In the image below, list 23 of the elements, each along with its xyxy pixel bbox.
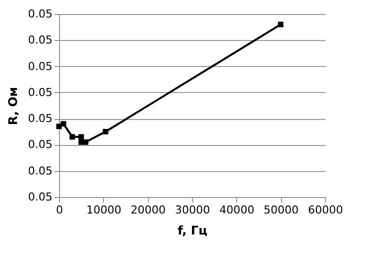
point <box>102 128 108 134</box>
y-tick-label: 0.05 <box>28 34 52 47</box>
x-tick-label: 0 <box>56 204 63 216</box>
point <box>82 139 88 145</box>
y-tick-label: 0.05 <box>28 60 52 73</box>
point <box>78 134 84 140</box>
y-tick-label: 0.05 <box>28 164 52 178</box>
y-tick-label: 0.05 <box>28 112 52 126</box>
point <box>60 121 66 127</box>
x-tick-label: 40000 <box>219 204 254 216</box>
y-tick-label: 0.05 <box>28 190 52 204</box>
point <box>278 22 284 28</box>
y-tick-label: 0.05 <box>28 138 52 152</box>
y-tick-label: 0.05 <box>28 8 52 20</box>
x-tick-label: 60000 <box>308 204 343 216</box>
y-tick-label: 0.05 <box>28 86 52 99</box>
x-tick-label: 30000 <box>175 204 210 216</box>
x-axis-title: f, Гц <box>178 224 208 238</box>
point <box>70 134 76 140</box>
x-tick-label: 20000 <box>130 204 166 216</box>
y-axis-title: R, Ом <box>6 86 20 126</box>
x-tick-label: 10000 <box>86 204 122 216</box>
x-tick-label: 50000 <box>264 204 299 216</box>
